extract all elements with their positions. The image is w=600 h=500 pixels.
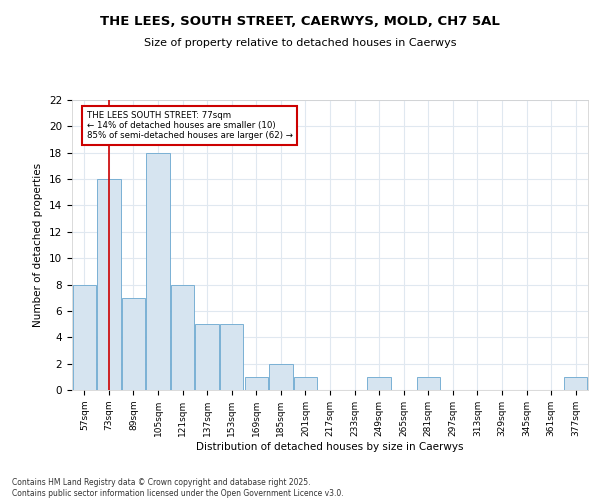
Bar [171,284,194,390]
Bar [245,377,268,390]
Y-axis label: Number of detached properties: Number of detached properties [34,163,43,327]
Bar [73,284,96,390]
Bar [564,377,587,390]
Bar [97,179,121,390]
Bar [294,377,317,390]
Text: Size of property relative to detached houses in Caerwys: Size of property relative to detached ho… [144,38,456,48]
X-axis label: Distribution of detached houses by size in Caerwys: Distribution of detached houses by size … [196,442,464,452]
Bar [146,152,170,390]
Text: Contains HM Land Registry data © Crown copyright and database right 2025.
Contai: Contains HM Land Registry data © Crown c… [12,478,344,498]
Bar [220,324,244,390]
Bar [367,377,391,390]
Text: THE LEES SOUTH STREET: 77sqm
← 14% of detached houses are smaller (10)
85% of se: THE LEES SOUTH STREET: 77sqm ← 14% of de… [87,110,293,140]
Bar [269,364,293,390]
Text: THE LEES, SOUTH STREET, CAERWYS, MOLD, CH7 5AL: THE LEES, SOUTH STREET, CAERWYS, MOLD, C… [100,15,500,28]
Bar [196,324,219,390]
Bar [122,298,145,390]
Bar [416,377,440,390]
